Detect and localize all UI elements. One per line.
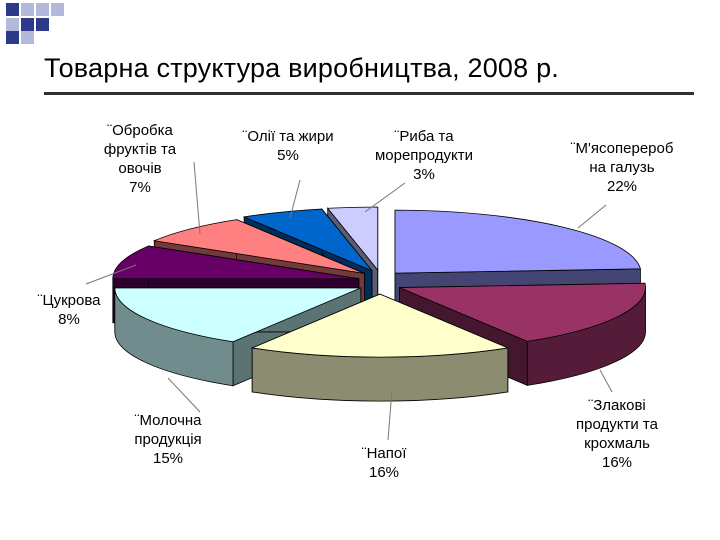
pie-slice-top <box>242 208 373 272</box>
leader-line <box>577 204 607 229</box>
slice-label-line: 3% <box>413 166 435 183</box>
title-underline <box>44 92 694 95</box>
slice-label: ¨Молочна продукція 15% <box>134 412 202 467</box>
pie-slice-top <box>394 209 641 274</box>
leader-line <box>364 182 406 213</box>
pie-slice-top <box>152 219 365 274</box>
corner-decoration <box>0 0 90 45</box>
slice-label: ¨М'ясоперероб на галузь 22% <box>571 140 674 195</box>
pie-slice-top <box>326 206 379 272</box>
slice-label-line: ¨Обробка <box>107 122 173 139</box>
slice-label-line: ¨Риба та <box>394 128 454 145</box>
slice-label-line: 15% <box>153 450 183 467</box>
slice-label: ¨Напої 16% <box>362 445 408 481</box>
leader-line <box>387 389 393 441</box>
slice-label-line: ¨Злакові <box>588 397 646 414</box>
slice-label-line: продукція <box>134 431 201 448</box>
slice-label: ¨Риба та морепродукти 3% <box>375 128 473 183</box>
slice-label-line: ¨М'ясоперероб <box>571 140 674 157</box>
deco-square <box>36 18 49 31</box>
leader-line <box>193 161 201 235</box>
slice-label-line: овочів <box>118 160 161 177</box>
deco-square <box>21 3 34 16</box>
slice-label-line: 5% <box>277 147 299 164</box>
leader-line <box>289 179 301 219</box>
slice-label-line: ¨Молочна <box>134 412 202 429</box>
slice-label-line: морепродукти <box>375 147 473 164</box>
deco-square <box>21 31 34 44</box>
deco-square <box>51 3 64 16</box>
slide-title: Товарна структура виробництва, 2008 р. <box>44 53 559 83</box>
slice-label-line: фруктів та <box>104 141 177 158</box>
pie-slices <box>112 206 646 402</box>
deco-square <box>6 18 19 31</box>
slice-label-line: 22% <box>607 178 637 195</box>
slice-label-line: 7% <box>129 179 151 196</box>
deco-square <box>6 3 19 16</box>
slice-label-line: ¨Цукрова <box>38 292 102 309</box>
pie-slice-top <box>399 282 646 342</box>
slice-label-line: 16% <box>369 464 399 481</box>
slice-label-line: ¨Олії та жири <box>242 128 333 145</box>
slice-label-line: 16% <box>602 454 632 471</box>
slice-label-line: крохмаль <box>584 435 650 452</box>
slice-label-line: ¨Напої <box>362 445 408 462</box>
leader-line <box>85 264 137 285</box>
slice-label-line: на галузь <box>589 159 654 176</box>
deco-square <box>21 18 34 31</box>
pie-slice <box>250 293 510 402</box>
slice-labels: ¨М'ясоперероб на галузь 22% ¨Злакові продукт… <box>38 122 674 481</box>
pie-slice-top <box>112 245 359 280</box>
pie-slice <box>114 287 362 387</box>
slice-label-line: 8% <box>58 311 80 328</box>
slice-label: ¨Злакові продукти та крохмаль 16% <box>576 397 659 471</box>
leader-line <box>167 377 201 413</box>
deco-square <box>36 3 49 16</box>
leader-line <box>599 369 613 393</box>
slice-label: ¨Обробка фруктів та овочів 7% <box>104 122 177 196</box>
pie-slice-top <box>114 287 361 343</box>
deco-square <box>6 31 19 44</box>
slice-label: ¨Цукрова 8% <box>38 292 102 328</box>
pie-slice-top <box>250 293 510 358</box>
slice-label-line: продукти та <box>576 416 659 433</box>
slice-label: ¨Олії та жири 5% <box>242 128 333 164</box>
leader-lines <box>85 161 613 441</box>
